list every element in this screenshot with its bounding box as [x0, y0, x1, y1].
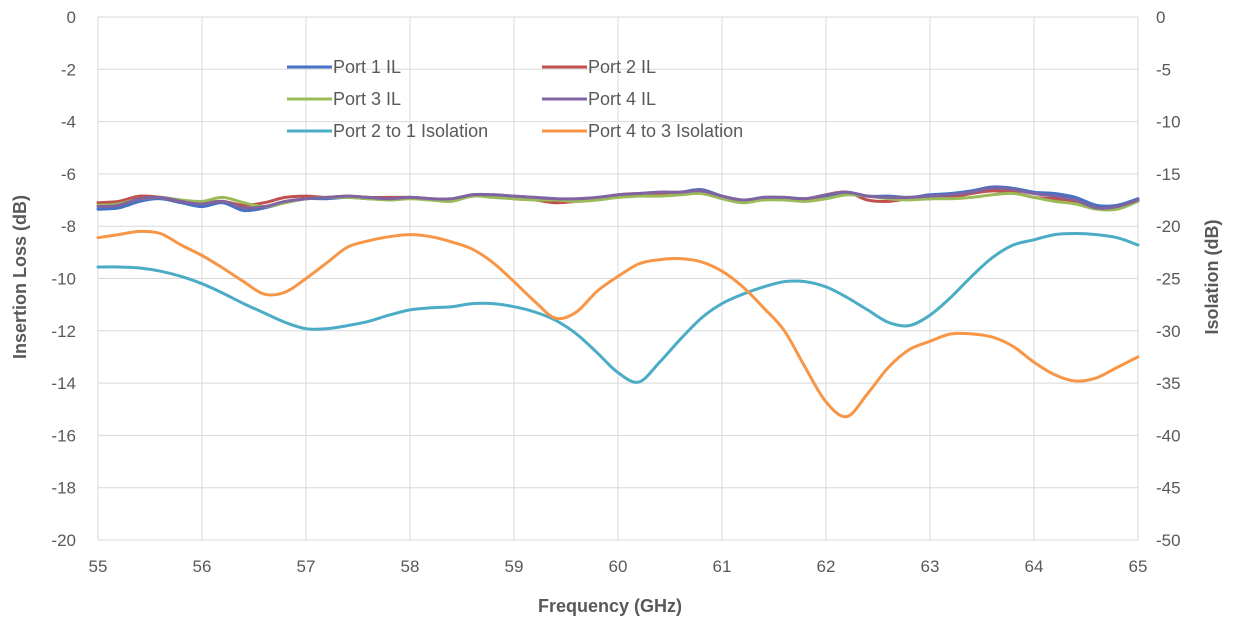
x-axis-ticks: 55 56 57 58 59 60 61 62 63 64 65	[89, 557, 1148, 576]
y-tick-label: -6	[61, 165, 76, 184]
y2-tick-label: -45	[1156, 479, 1181, 498]
legend-label: Port 1 IL	[333, 57, 401, 77]
x-tick-label: 64	[1025, 557, 1044, 576]
legend-label: Port 4 to 3 Isolation	[588, 121, 743, 141]
x-tick-label: 56	[193, 557, 212, 576]
y2-tick-label: -15	[1156, 165, 1181, 184]
y-tick-label: -2	[61, 60, 76, 79]
x-tick-label: 62	[817, 557, 836, 576]
y2-axis-ticks: 0 -5 -10 -15 -20 -25 -30 -35 -40 -45 -50	[1156, 8, 1181, 550]
legend-label: Port 4 IL	[588, 89, 656, 109]
x-tick-label: 60	[609, 557, 628, 576]
y-tick-label: -12	[51, 322, 76, 341]
legend: Port 1 IL Port 2 IL Port 3 IL Port 4 IL Port…	[287, 57, 743, 141]
y2-tick-label: -30	[1156, 322, 1181, 341]
y-tick-label: -8	[61, 217, 76, 236]
series-line-4	[96, 186, 1140, 210]
x-tick-label: 61	[713, 557, 732, 576]
y-axis-ticks: 0 -2 -4 -6 -8 -10 -12 -14 -16 -18 -20	[51, 8, 76, 550]
y-tick-label: -20	[51, 531, 76, 550]
y-tick-label: -18	[51, 479, 76, 498]
x-tick-label: 58	[401, 557, 420, 576]
y2-tick-label: 0	[1156, 8, 1165, 27]
y2-axis-title: Isolation (dB)	[1202, 220, 1222, 335]
legend-label: Port 2 to 1 Isolation	[333, 121, 488, 141]
y-tick-label: -14	[51, 374, 76, 393]
y-axis-title: Insertion Loss (dB)	[10, 195, 30, 359]
x-axis-title: Frequency (GHz)	[538, 596, 682, 616]
y-tick-label: 0	[67, 8, 76, 27]
y-tick-label: -16	[51, 426, 76, 445]
x-tick-label: 63	[921, 557, 940, 576]
legend-label: Port 2 IL	[588, 57, 656, 77]
x-tick-label: 55	[89, 557, 108, 576]
y2-tick-label: -40	[1156, 426, 1181, 445]
x-tick-label: 59	[505, 557, 524, 576]
x-tick-label: 65	[1129, 557, 1148, 576]
y2-tick-label: -10	[1156, 113, 1181, 132]
y2-tick-label: -35	[1156, 374, 1181, 393]
x-tick-label: 57	[297, 557, 316, 576]
series-lines	[96, 185, 1140, 419]
series-line-5	[96, 232, 1140, 384]
y-tick-label: -10	[51, 270, 76, 289]
y-tick-label: -4	[61, 113, 76, 132]
series-line-6	[96, 229, 1140, 419]
y2-tick-label: -5	[1156, 60, 1171, 79]
y2-tick-label: -50	[1156, 531, 1181, 550]
y2-tick-label: -20	[1156, 217, 1181, 236]
y2-tick-label: -25	[1156, 270, 1181, 289]
legend-label: Port 3 IL	[333, 89, 401, 109]
